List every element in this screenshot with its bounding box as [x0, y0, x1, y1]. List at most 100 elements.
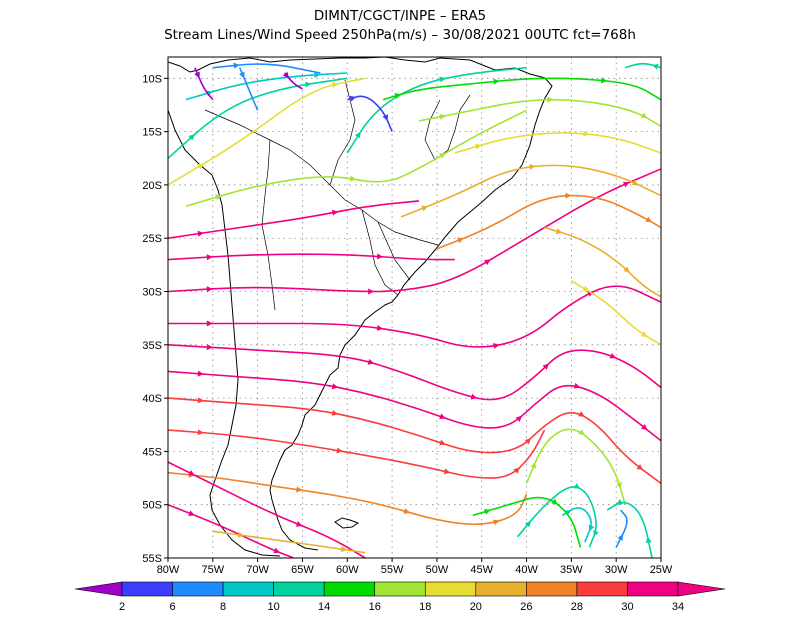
chart-title-line1: DIMNT/CGCT/INPE – ERA5: [314, 8, 486, 24]
x-tick-label: 30W: [605, 564, 628, 576]
streamline-arrow: [513, 467, 520, 474]
colorbar-label: 26: [520, 601, 532, 613]
streamline: [347, 95, 393, 132]
streamline-arrow: [421, 205, 428, 212]
streamline-arrow: [493, 343, 500, 349]
streamline-arrow: [616, 499, 623, 505]
streamline-arrow: [631, 179, 639, 186]
colorbar-segment: [222, 581, 274, 597]
plot-area: 80W 75W 70W 65W 60W 55W 50W 45W 40W 35W 30W 25W 10S…: [142, 56, 673, 576]
streamline: [212, 63, 321, 74]
streamline-arrow: [551, 498, 558, 505]
streamline-arrow: [239, 71, 245, 79]
streamline-arrow: [529, 163, 536, 170]
streamline: [168, 471, 528, 526]
streamline: [212, 530, 366, 554]
streamline: [615, 509, 628, 548]
plot-frame: [167, 56, 662, 559]
streamline-arrow: [636, 464, 644, 471]
x-axis-ticks: 80W 75W 70W 65W 60W 55W 50W 45W 40W 35W 30W 25W: [157, 558, 673, 576]
streamline-arrow: [349, 175, 357, 182]
streamline-arrow: [640, 424, 648, 431]
streamline-arrow: [645, 216, 653, 223]
y-tick-label: 40S: [142, 393, 162, 405]
streamline-arrow: [188, 134, 195, 141]
streamline-arrow: [439, 152, 446, 159]
streamline-arrow: [573, 382, 581, 389]
streamline-arrow: [439, 76, 446, 83]
streamline-arrow: [331, 409, 339, 416]
streamline-arrow: [623, 266, 630, 273]
streamline: [238, 67, 259, 111]
x-tick-label: 60W: [336, 564, 359, 576]
colorbar-label: 16: [369, 601, 381, 613]
streamline-arrow: [273, 547, 281, 554]
streamline-arrow: [565, 192, 572, 199]
streamline: [561, 507, 592, 543]
streamline-arrow: [493, 78, 500, 85]
colorbar-segment: [576, 581, 628, 597]
streamline-arrow: [439, 113, 446, 120]
streamline: [168, 461, 366, 558]
colorbar-label: 8: [220, 601, 226, 613]
colorbar-label: 18: [419, 601, 431, 613]
streamline-arrow: [206, 344, 213, 351]
streamline-arrow: [645, 536, 652, 544]
colorbar-label: 6: [169, 601, 175, 613]
y-axis-ticks: 10S 15S 20S 25S 30S 35S 40S 45S 50S 55S: [142, 73, 168, 565]
streamline: [472, 496, 582, 548]
streamline-arrow: [194, 71, 200, 79]
streamline-arrow: [376, 253, 384, 260]
y-tick-label: 15S: [142, 127, 162, 139]
y-tick-label: 50S: [142, 500, 162, 512]
streamline-arrow: [578, 429, 585, 436]
streamline-arrow: [578, 411, 585, 417]
streamline-arrow: [542, 363, 549, 370]
x-tick-label: 35W: [560, 564, 583, 576]
streamline: [454, 132, 661, 154]
streamline-arrow: [593, 529, 599, 537]
streamline-arrow: [484, 508, 491, 515]
streamline-arrow: [573, 483, 581, 489]
colorbar-segment: [526, 581, 578, 597]
streamline-arrow: [331, 81, 339, 88]
streamline-arrow: [475, 143, 482, 150]
streamline-arrow: [233, 62, 240, 69]
streamline-arrow: [394, 93, 402, 99]
x-tick-label: 55W: [381, 564, 404, 576]
streamline: [168, 168, 661, 293]
streamline-arrow: [197, 429, 204, 436]
y-tick-label: 10S: [142, 73, 162, 85]
streamline-arrow: [367, 358, 375, 365]
x-tick-label: 70W: [246, 564, 269, 576]
streamline-arrow: [524, 520, 532, 528]
y-tick-label: 35S: [142, 340, 162, 352]
streamline-arrow: [314, 71, 321, 78]
streamline: [168, 503, 294, 558]
y-tick-label: 45S: [142, 446, 162, 458]
streamline-arrow: [582, 285, 590, 292]
west-coast: [168, 109, 281, 557]
streamline-arrow: [524, 438, 532, 445]
colorbar-label: 10: [268, 601, 280, 613]
streamline-arrow: [640, 112, 648, 119]
streamline: [185, 72, 348, 101]
streamline: [168, 429, 546, 479]
colorbar-segment: [475, 581, 527, 597]
streamline: [168, 285, 661, 348]
x-tick-label: 75W: [202, 564, 225, 576]
streamline-arrow: [197, 370, 204, 377]
streamline-arrow: [354, 131, 361, 139]
streamline-arrow: [349, 95, 357, 102]
streamline-arrow: [197, 397, 204, 404]
streamline: [168, 370, 661, 442]
south-america-coastline: [168, 57, 553, 551]
y-tick-label: 55S: [142, 553, 162, 565]
streamline-arrow: [547, 96, 554, 103]
streamline-arrow: [583, 130, 590, 137]
streamline-arrow: [640, 331, 648, 337]
colorbar-segment: [424, 581, 477, 597]
colorbar-segment: [374, 581, 426, 597]
x-tick-label: 80W: [157, 564, 180, 576]
streamline-arrow: [530, 462, 536, 469]
